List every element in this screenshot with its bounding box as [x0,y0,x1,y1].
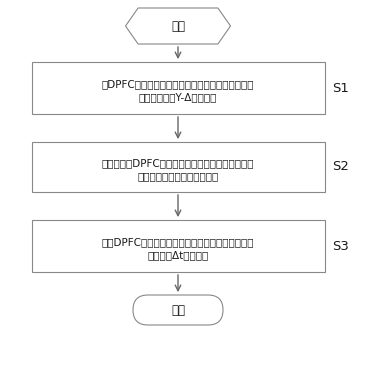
Text: 均以滞后Δt依次关闭: 均以滞后Δt依次关闭 [147,250,209,260]
FancyBboxPatch shape [32,220,325,272]
FancyBboxPatch shape [32,142,325,192]
Text: 结束: 结束 [171,303,185,316]
Text: S2: S2 [333,160,349,173]
Text: S3: S3 [333,239,349,252]
Text: 分时段投切DPFC装置串联侧的变流器，每一时段投: 分时段投切DPFC装置串联侧的变流器，每一时段投 [102,158,254,168]
Text: 关闭DPFC串联侧变流器停止工作时，串联侧变流器: 关闭DPFC串联侧变流器停止工作时，串联侧变流器 [102,237,254,247]
FancyBboxPatch shape [32,62,325,114]
Text: 将DPFC装置接入单机无穷大系统中，该单机无穷大: 将DPFC装置接入单机无穷大系统中，该单机无穷大 [102,79,254,89]
Text: 切的变流器数目根据公式计算: 切的变流器数目根据公式计算 [137,171,219,181]
FancyBboxPatch shape [133,295,223,325]
Text: 开始: 开始 [171,20,185,33]
Text: 系统两端连接Y-Δ型变压器: 系统两端连接Y-Δ型变压器 [139,92,217,102]
Text: S1: S1 [333,82,349,95]
Polygon shape [125,8,230,44]
